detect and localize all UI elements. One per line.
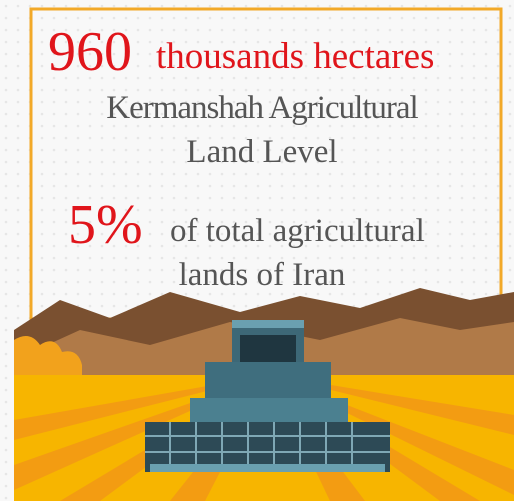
description-line: Land Level xyxy=(186,134,337,170)
share-text: lands of Iran xyxy=(179,257,346,293)
headline-number: 960 xyxy=(48,21,132,83)
harvester xyxy=(145,320,390,472)
headline-unit: thousands hectares xyxy=(156,36,434,77)
share-text: of total agricultural xyxy=(170,213,425,249)
description-line: Kermanshah Agricultural xyxy=(106,90,418,126)
share-number: 5% xyxy=(68,194,143,256)
